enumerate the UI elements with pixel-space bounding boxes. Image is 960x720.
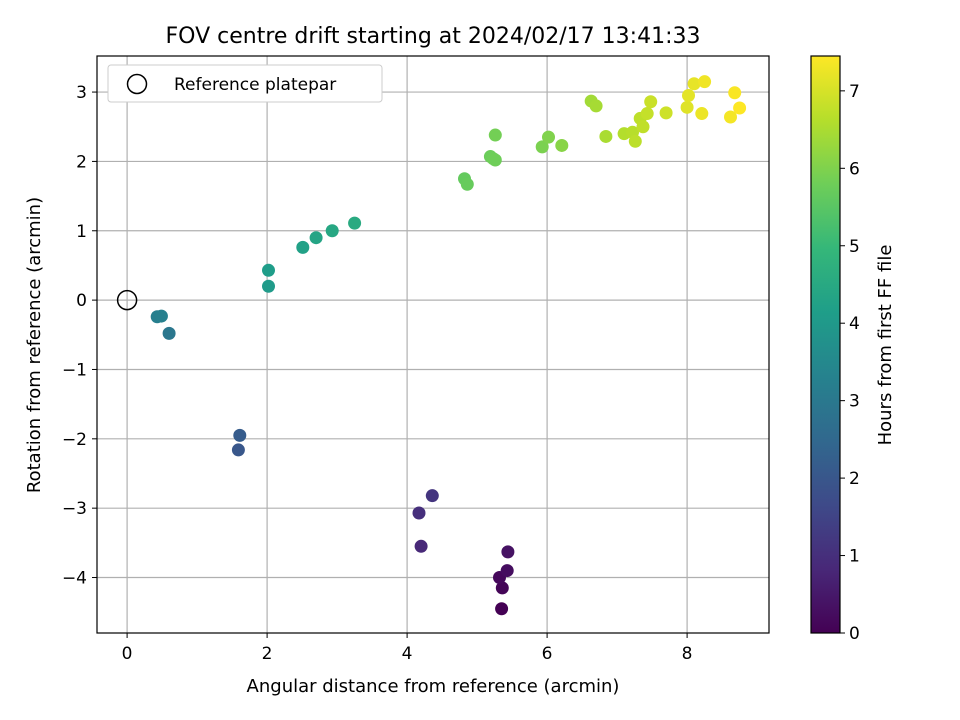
colorbar-ticks: 0 1 2 3 4 5 6 7 — [840, 82, 860, 644]
data-point — [488, 128, 502, 142]
x-tick-label: 2 — [262, 644, 273, 664]
colorbar-tick-label: 5 — [849, 237, 860, 257]
data-point — [501, 545, 515, 559]
data-point — [348, 216, 362, 230]
y-tick-label: 3 — [76, 83, 87, 103]
data-point — [636, 120, 650, 134]
data-point — [412, 506, 426, 520]
y-axis-label: Rotation from reference (arcmin) — [24, 197, 45, 493]
data-point — [425, 489, 439, 503]
y-axis-ticks: −4 −3 −2 −1 0 1 2 3 — [62, 83, 97, 589]
data-point — [262, 263, 275, 277]
x-axis-ticks: 0 2 4 6 8 — [122, 633, 693, 664]
data-point — [460, 177, 474, 191]
data-point — [695, 107, 709, 121]
data-point — [154, 309, 168, 323]
data-point — [682, 89, 695, 103]
data-point — [724, 110, 737, 124]
colorbar-tick-label: 2 — [849, 469, 860, 489]
colorbar-tick-label: 4 — [849, 314, 860, 334]
colorbar — [810, 55, 841, 634]
legend-marker-reference — [126, 73, 148, 95]
data-point — [296, 240, 310, 254]
data-point — [698, 75, 712, 89]
data-point — [644, 95, 658, 109]
data-point — [628, 134, 642, 148]
x-tick-label: 6 — [542, 644, 553, 664]
colorbar-tick-label: 3 — [849, 392, 860, 412]
data-point — [309, 231, 323, 245]
data-point — [680, 100, 694, 114]
data-point — [728, 86, 742, 100]
data-point — [495, 602, 509, 616]
data-point — [488, 153, 502, 167]
y-tick-label: 1 — [76, 222, 87, 242]
legend: Reference platepar — [107, 64, 383, 103]
y-tick-label: 2 — [76, 152, 87, 172]
x-tick-label: 8 — [682, 644, 693, 664]
data-point — [555, 138, 569, 152]
colorbar-tick-label: 0 — [849, 624, 860, 644]
data-point — [162, 326, 176, 340]
data-point — [500, 564, 514, 578]
plot-frame — [96, 55, 770, 634]
reference-platepar-marker — [116, 289, 138, 311]
colorbar-tick-label: 6 — [849, 159, 860, 179]
colorbar-tick-label: 1 — [849, 547, 860, 567]
scatter-points — [150, 75, 747, 616]
y-tick-label: −3 — [62, 499, 87, 519]
y-tick-label: −1 — [62, 360, 87, 380]
data-point — [414, 539, 428, 553]
legend-box — [107, 64, 383, 103]
y-tick-label: −4 — [62, 569, 87, 589]
x-tick-label: 4 — [402, 644, 413, 664]
data-point — [640, 107, 654, 121]
data-point — [262, 279, 275, 293]
x-axis-label: Angular distance from reference (arcmin) — [247, 676, 620, 697]
data-point — [231, 443, 245, 457]
grid — [97, 56, 769, 633]
data-point — [535, 140, 549, 154]
x-tick-label: 0 — [122, 644, 133, 664]
colorbar-tick-label: 7 — [849, 82, 860, 102]
colorbar-label: Hours from first FF file — [875, 245, 896, 446]
data-point — [542, 130, 555, 144]
legend-label-reference: Reference platepar — [174, 75, 336, 95]
data-point — [325, 224, 339, 238]
data-point — [687, 77, 701, 91]
y-tick-label: −2 — [62, 430, 87, 450]
data-point — [659, 106, 673, 120]
data-point — [589, 99, 603, 113]
chart-title: FOV centre drift starting at 2024/02/17 … — [166, 24, 701, 49]
data-point — [233, 428, 247, 442]
data-point — [495, 581, 509, 595]
y-tick-label: 0 — [76, 291, 87, 311]
data-point — [599, 129, 613, 143]
data-point — [733, 101, 747, 115]
